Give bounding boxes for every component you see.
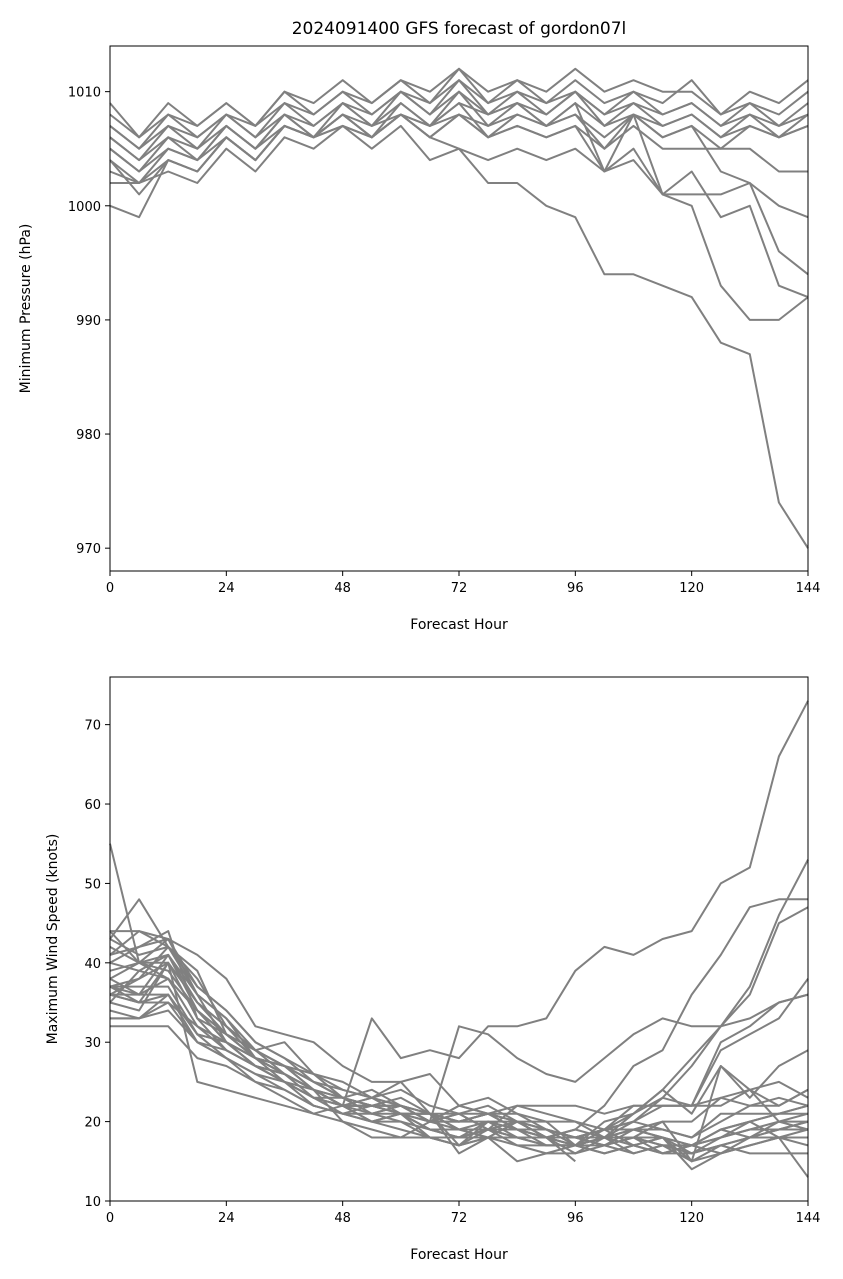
wind-y-tick-label: 50 [84,877,101,892]
wind-y-tick-label: 70 [84,719,101,734]
wind-member-line-24 [109,961,809,1163]
wind-member-line-26 [109,700,809,1115]
pressure-series-lines [109,67,809,549]
pressure-x-tick-label: 0 [106,581,114,596]
wind-y-tick-label: 20 [84,1116,101,1131]
pressure-y-tick-label: 1010 [68,86,101,101]
wind-y-axis-label: Maximum Wind Speed (knots) [45,834,61,1045]
pressure-x-tick-label: 96 [567,581,584,596]
wind-panel: 0 24 48 72 96 120 144 10 20 30 40 50 60 70 Forecast H… [45,676,820,1263]
wind-x-tick-label: 48 [334,1211,351,1226]
wind-y-tick-label: 60 [84,798,101,813]
wind-y-tick-label: 40 [84,957,101,972]
wind-x-tick-label: 0 [106,1211,114,1226]
wind-x-tick-label: 120 [679,1211,704,1226]
pressure-y-tick-label: 990 [76,314,101,329]
pressure-member-line-13 [109,113,809,549]
wind-y-tick-label: 10 [84,1195,101,1210]
wind-x-axis-label: Forecast Hour [410,1247,508,1263]
pressure-y-axis-label: Minimum Pressure (hPa) [18,224,34,394]
pressure-x-tick-label: 144 [796,581,821,596]
wind-member-line-27 [109,953,809,1139]
wind-x-tick-label: 72 [451,1211,468,1226]
pressure-y-tick-label: 970 [76,542,101,557]
pressure-member-line-2 [109,67,809,139]
pressure-axes-frame [109,45,809,572]
chart-title: 2024091400 GFS forecast of gordon07l [292,19,627,39]
pressure-x-tick-label: 72 [451,581,468,596]
pressure-x-tick-label: 24 [218,581,235,596]
pressure-y-tick-label: 1000 [68,200,101,215]
wind-x-tick-label: 24 [218,1211,235,1226]
wind-ticks: 0 24 48 72 96 120 144 10 20 30 40 50 60 70 [84,719,820,1226]
pressure-x-tick-label: 120 [679,581,704,596]
pressure-x-axis-label: Forecast Hour [410,617,508,633]
pressure-ticks: 0 24 48 72 96 120 144 970 980 990 1000 1010 [68,86,821,596]
wind-axes-frame [109,676,809,1202]
wind-x-tick-label: 96 [567,1211,584,1226]
pressure-x-tick-label: 48 [334,581,351,596]
wind-x-tick-label: 144 [796,1211,821,1226]
pressure-panel: 0 24 48 72 96 120 144 970 980 990 1000 1010 Forecas… [18,45,821,633]
wind-series-lines [109,700,809,1178]
wind-y-tick-label: 30 [84,1036,101,1051]
wind-member-line-25 [109,930,809,1171]
pressure-y-tick-label: 980 [76,428,101,443]
